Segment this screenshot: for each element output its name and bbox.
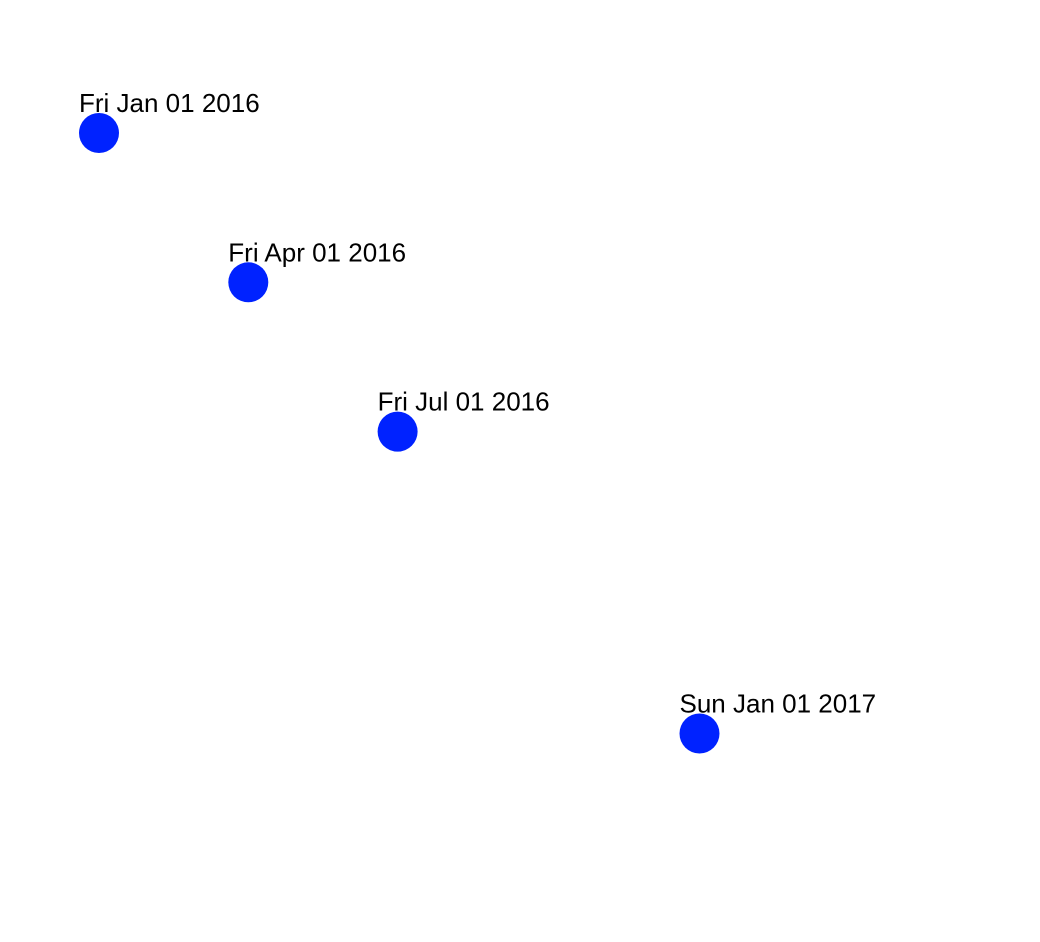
data-point-label: Fri Jul 01 2016 (378, 387, 550, 417)
data-point (377, 411, 418, 452)
data-point (679, 713, 720, 754)
data-point-group: Fri Jul 01 2016 (377, 387, 550, 452)
data-point-label: Fri Apr 01 2016 (228, 237, 406, 267)
data-point-group: Sun Jan 01 2017 (679, 689, 877, 754)
points-layer: Fri Jan 01 2016 Fri Apr 01 2016 Fri Jul 01… (79, 88, 876, 754)
data-point (228, 262, 269, 303)
data-point-group: Fri Jan 01 2016 (79, 88, 260, 153)
data-point-label: Fri Jan 01 2016 (79, 88, 260, 118)
data-point (79, 113, 119, 153)
data-point-group: Fri Apr 01 2016 (228, 237, 406, 303)
data-point-label: Sun Jan 01 2017 (680, 689, 877, 719)
